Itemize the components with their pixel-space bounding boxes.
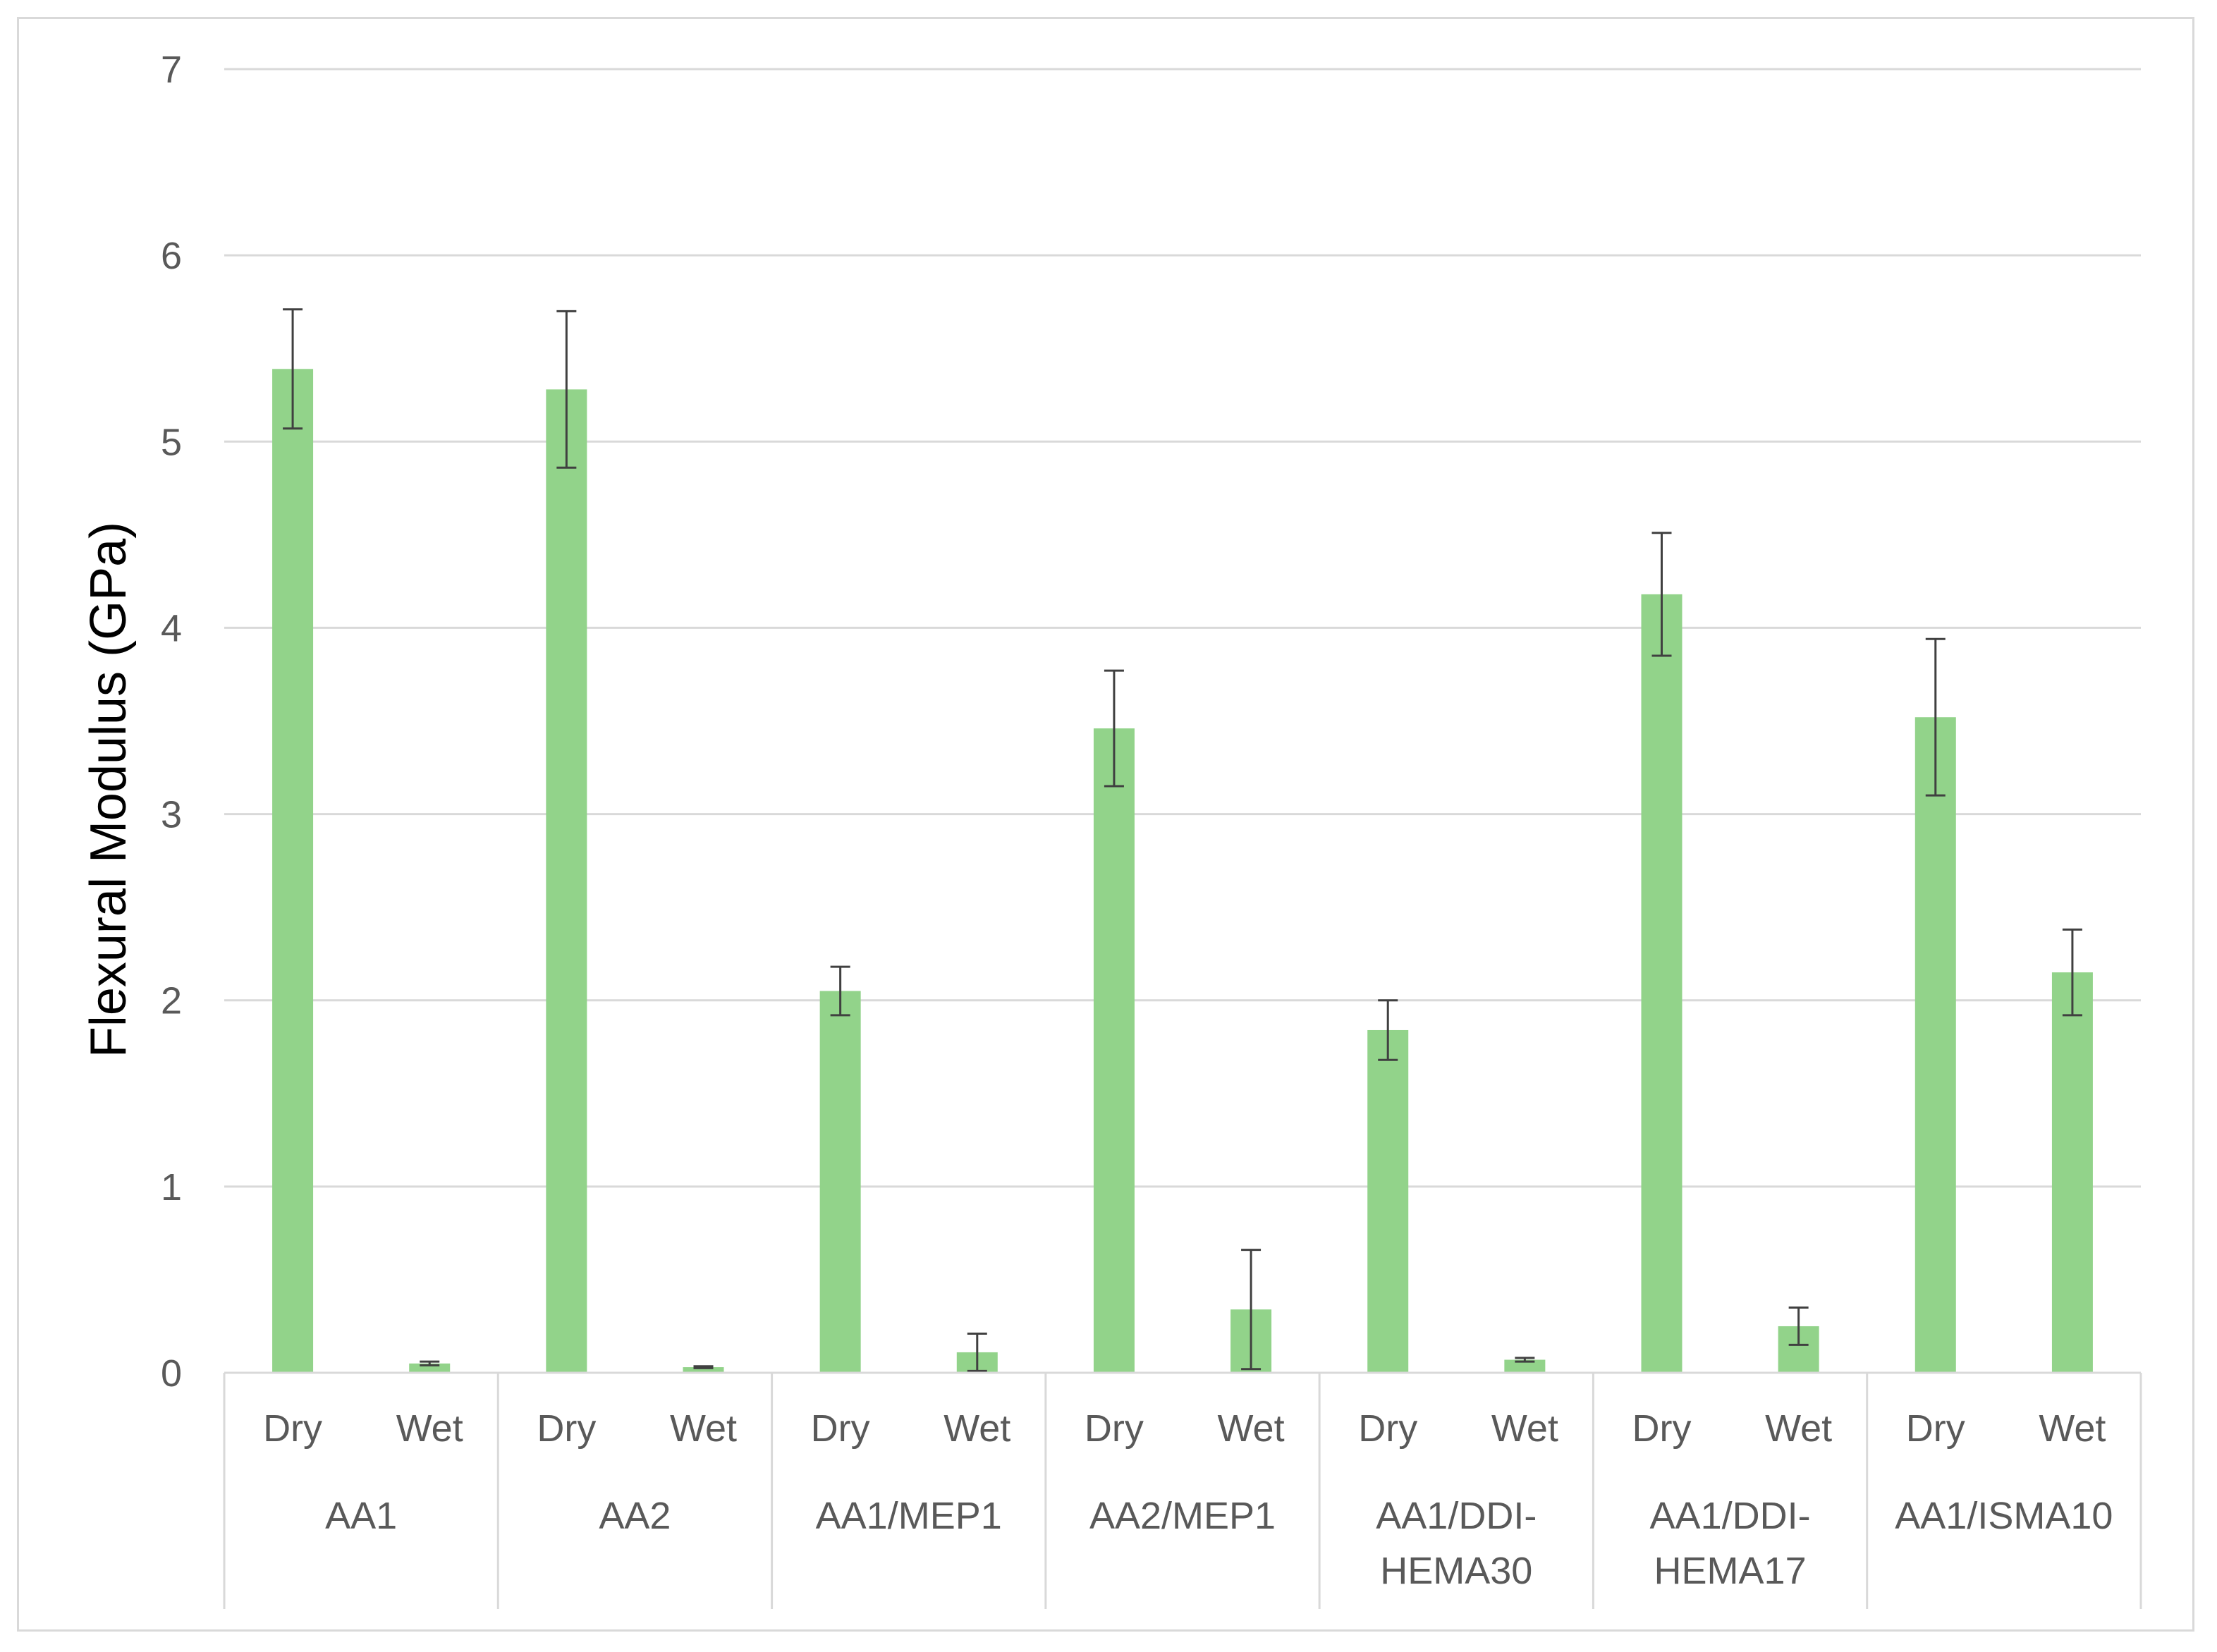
x-subcategory-label: Dry — [1906, 1407, 1965, 1450]
bar-5-dry — [1641, 594, 1682, 1373]
x-subcategory-label: Dry — [1085, 1407, 1144, 1450]
y-tick-label: 6 — [161, 235, 182, 277]
x-subcategory-label: Wet — [1491, 1407, 1558, 1450]
x-group-label: AA1/ISMA10 — [1895, 1495, 2113, 1537]
bar-2-dry — [819, 991, 861, 1373]
x-subcategory-label: Dry — [537, 1407, 596, 1450]
y-tick-label: 5 — [161, 421, 182, 463]
x-group-label: AA2 — [599, 1495, 671, 1537]
x-subcategory-label: Wet — [1765, 1407, 1832, 1450]
x-group-label: AA1/DDI- — [1650, 1495, 1811, 1537]
y-tick-label: 4 — [161, 607, 182, 649]
x-group-label: AA1/DDI- — [1376, 1495, 1537, 1537]
bar-0-wet — [409, 1363, 451, 1373]
x-subcategory-label: Wet — [670, 1407, 737, 1450]
bar-4-wet — [1504, 1359, 1546, 1373]
x-subcategory-label: Dry — [263, 1407, 322, 1450]
bar-6-wet — [2051, 972, 2093, 1373]
bar-1-wet — [683, 1367, 724, 1373]
x-subcategory-label: Wet — [1218, 1407, 1285, 1450]
x-subcategory-label: Dry — [1358, 1407, 1417, 1450]
x-subcategory-label: Wet — [396, 1407, 463, 1450]
y-axis-ticks: 0 1 2 3 4 5 6 7 — [161, 49, 182, 1395]
x-subcategory-label: Wet — [943, 1407, 1010, 1450]
bar-4-dry — [1367, 1029, 1409, 1373]
bar-6-dry — [1914, 717, 1956, 1373]
y-axis-title: Flexural Modulus (GPa) — [80, 522, 137, 1058]
gridlines — [224, 68, 2141, 1188]
y-tick-label: 0 — [161, 1352, 182, 1395]
x-group-label: AA1 — [325, 1495, 397, 1537]
x-subcategory-label: Dry — [1632, 1407, 1692, 1450]
x-axis: Dry Wet AA1 Dry Wet AA2 Dry Wet AA1/MEP1 Dry Wet AA… — [223, 1371, 2142, 1609]
bar-0-dry — [272, 369, 314, 1373]
error-bars — [283, 308, 2082, 1372]
x-group-label: AA1/MEP1 — [816, 1495, 1002, 1537]
x-group-label: HEMA30 — [1380, 1550, 1532, 1592]
bar-3-dry — [1093, 728, 1135, 1373]
y-tick-label: 3 — [161, 794, 182, 836]
bars — [272, 369, 2093, 1373]
x-group-label: AA2/MEP1 — [1089, 1495, 1276, 1537]
x-subcategory-label: Dry — [811, 1407, 870, 1450]
x-subcategory-label: Wet — [2039, 1407, 2106, 1450]
y-tick-label: 7 — [161, 49, 182, 91]
y-tick-label: 2 — [161, 980, 182, 1022]
y-tick-label: 1 — [161, 1166, 182, 1209]
x-group-label: HEMA17 — [1654, 1550, 1807, 1592]
bar-1-dry — [546, 389, 587, 1373]
